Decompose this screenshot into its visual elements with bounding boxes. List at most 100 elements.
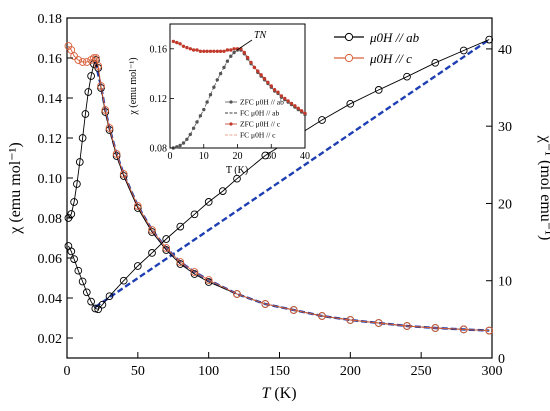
inset-data-point: [212, 49, 216, 53]
inset-data-point: [232, 50, 236, 55]
inset-data-point: [269, 84, 273, 88]
data-point: [70, 198, 78, 206]
inset-data-point: [218, 71, 223, 76]
inset-x-tick-label: 30: [266, 151, 276, 162]
data-point: [176, 258, 185, 266]
inset-data-point: [205, 49, 209, 53]
inset-data-point: [245, 55, 250, 60]
inset-x-tick-label: 40: [300, 151, 310, 162]
inset-data-point: [202, 49, 206, 53]
data-point: [403, 322, 411, 330]
inset-axes: 0 10 20 30 40 0.08 0.12 0.16: [150, 44, 311, 162]
inset-plot-frame: [169, 23, 306, 149]
inset-data-point: [229, 48, 233, 52]
data-point: [78, 58, 87, 66]
inset-x-tick-label: 0: [168, 151, 173, 162]
x-tick-label: 300: [482, 364, 503, 379]
x-tick-label: 250: [411, 364, 432, 379]
main-legend: μ0H // ab μ0H // c: [334, 30, 420, 66]
data-point: [101, 106, 110, 114]
inset-data-point: [188, 47, 192, 51]
data-point: [403, 72, 411, 81]
y-left-tick-label: 0.10: [38, 172, 63, 187]
inset-data-point: [188, 132, 192, 137]
data-point: [94, 305, 103, 314]
data-point: [346, 99, 355, 108]
legend-label-c: μ0H // c: [369, 51, 412, 66]
data-point: [119, 276, 128, 285]
y-left-tick-label: 0.14: [38, 92, 63, 107]
data-point: [485, 35, 494, 44]
y-left-tick-label: 0.08: [38, 212, 63, 227]
y-right-tick-label: 40: [498, 43, 512, 58]
inset-data-point: [293, 104, 297, 108]
inset-data-point: [185, 137, 189, 141]
inset-data-point: [252, 65, 257, 70]
data-point: [346, 316, 355, 324]
inset-x-axis-label: T (K): [226, 165, 248, 176]
data-point: [374, 319, 383, 327]
data-point: [97, 82, 105, 90]
legend-marker-c: [344, 53, 354, 63]
data-point: [162, 246, 171, 254]
inset-data-point: [171, 39, 176, 44]
inset-data-point: [225, 59, 230, 63]
y-right-tick-label: 0: [498, 352, 505, 367]
data-point: [87, 297, 95, 306]
data-point: [67, 210, 76, 218]
data-point: [190, 268, 199, 276]
data-point: [204, 198, 213, 206]
data-point: [73, 180, 81, 188]
y-left-tick-label: 0.02: [38, 332, 63, 347]
y-right-tick-label: 20: [498, 197, 512, 212]
inset-data-point: [202, 107, 206, 112]
data-point: [218, 187, 227, 195]
x-tick-label: 50: [131, 364, 145, 379]
data-point: [318, 312, 326, 320]
data-point: [105, 292, 114, 301]
inset-y-tick-label: 0.12: [150, 94, 168, 105]
inset-y-tick-label: 0.16: [150, 44, 168, 55]
inset-x-tick-label: 10: [199, 151, 209, 162]
inset-data-point: [256, 69, 260, 73]
inset-data-point: [262, 76, 267, 81]
fit-line-right: [94, 38, 490, 308]
data-point: [67, 247, 76, 256]
inset-data-point: [249, 60, 253, 65]
inset-data-point: [178, 42, 182, 46]
legend-label-ab: μ0H // ab: [369, 30, 420, 45]
inset-data-point: [198, 49, 203, 53]
data-point: [70, 255, 78, 263]
x-tick-label: 100: [198, 364, 219, 379]
data-point: [374, 86, 383, 94]
inset-legend-zfc-ab: ZFC μ0H // ab: [240, 98, 284, 107]
data-point: [87, 72, 95, 80]
x-tick-label: 150: [269, 364, 290, 379]
inset-data-point: [266, 80, 270, 85]
data-point: [162, 235, 171, 243]
data-point: [74, 56, 83, 64]
data-point: [459, 46, 468, 55]
data-point: [119, 170, 128, 178]
inset-data-point: [218, 49, 223, 53]
inset-data-point: [195, 120, 199, 124]
inset-legend: ZFC μ0H // ab FC μ0H // ab ZFC μ0H // c …: [225, 98, 284, 140]
data-point: [233, 290, 241, 298]
neel-temperature-pointer: [236, 39, 253, 51]
inset-data-point: [195, 48, 199, 52]
data-point: [133, 204, 142, 212]
data-point: [459, 325, 468, 334]
data-point: [148, 228, 156, 236]
x-tick-label: 200: [340, 364, 361, 379]
inset-data-point: [175, 40, 179, 45]
data-point: [148, 249, 156, 257]
data-point: [112, 150, 121, 158]
data-point: [261, 300, 270, 308]
data-point: [91, 304, 100, 313]
inset-y-axis-label: χ (emu mol⁻¹): [128, 57, 139, 115]
inset-data-point: [212, 85, 216, 89]
inset-data-point: [175, 145, 179, 149]
inset-y-tick-label: 0.08: [150, 144, 168, 155]
data-point: [94, 62, 103, 70]
data-point: [204, 276, 213, 284]
